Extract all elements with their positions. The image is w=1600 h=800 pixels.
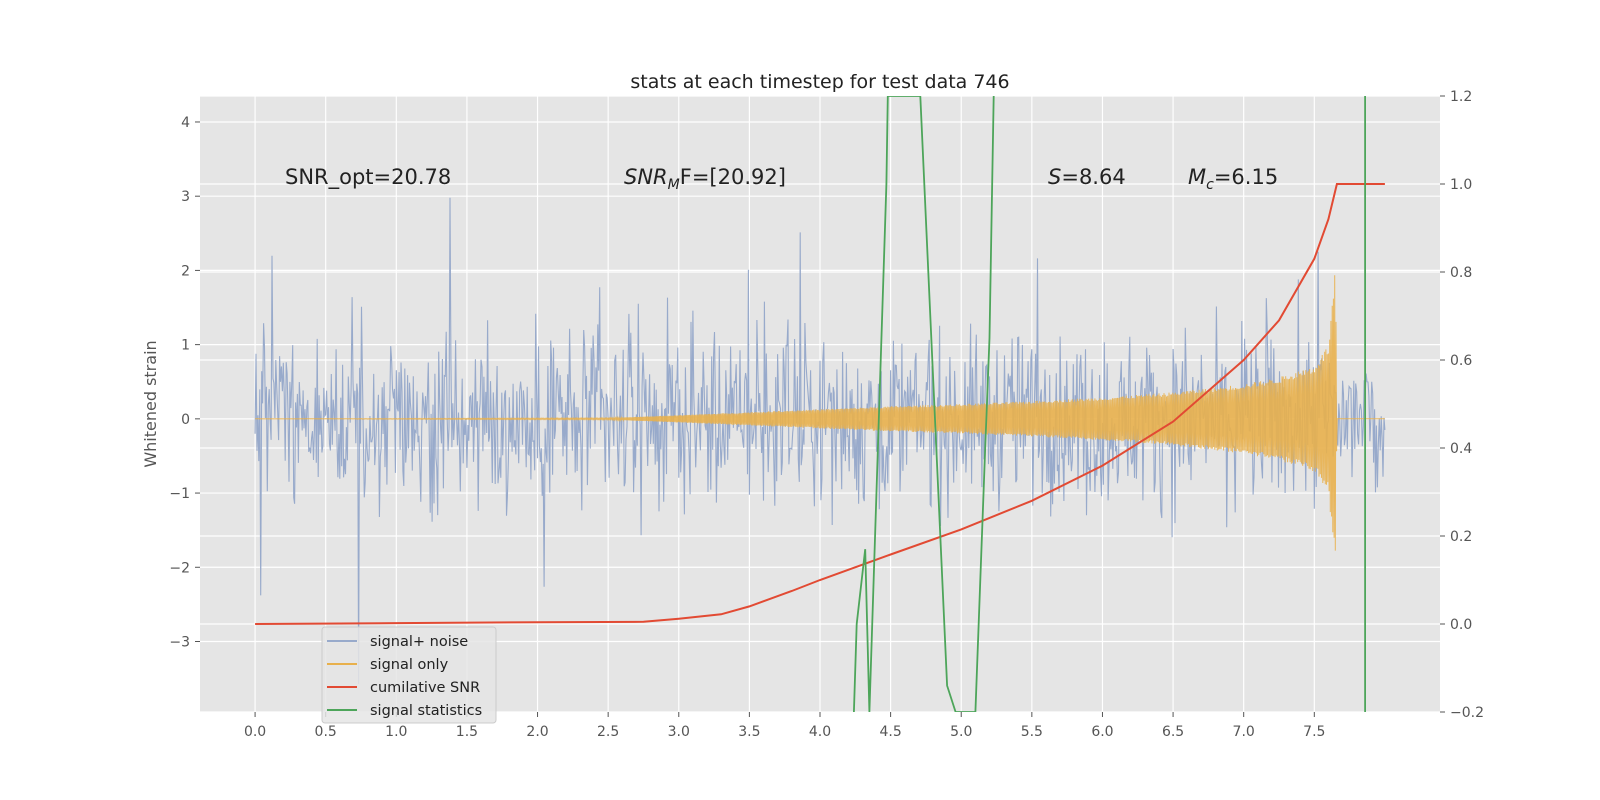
x-tick-label: 6.5 (1162, 724, 1184, 740)
annotation-snr-opt: SNR_opt=20.78 (285, 165, 451, 190)
series-signal-only-line (255, 275, 1385, 551)
series-signal-statistics-line (853, 96, 995, 712)
legend-label-cumulative-snr: cumilative SNR (370, 680, 480, 696)
x-tick-label: 2.0 (526, 724, 548, 740)
annotation-s-main: S (1048, 165, 1061, 189)
series-signal-only (255, 275, 1385, 551)
x-tick-label: 3.5 (738, 724, 760, 740)
legend-label-signal-only: signal only (370, 657, 449, 673)
x-tick-label: 3.0 (668, 724, 690, 740)
y-tick-label: −1 (169, 486, 190, 502)
x-tick-label: 4.5 (879, 724, 901, 740)
annotation-snr-mf-rest: F=[20.92] (680, 165, 786, 189)
legend-label-signal-noise: signal+ noise (370, 634, 468, 650)
y-axis-ticks: 4 3 2 1 0 −1 −2 −3 (169, 115, 200, 650)
y2-tick-label: −0.2 (1450, 705, 1484, 721)
legend-box (321, 626, 497, 724)
annotation-s: S=8.64 (1048, 165, 1126, 189)
y2-tick-label: 0.2 (1450, 529, 1472, 545)
annotation-mc-sub: c (1206, 177, 1214, 193)
y2-tick-label: 0.4 (1450, 441, 1472, 457)
y2-tick-label: 1.0 (1450, 177, 1472, 193)
x-axis-ticks: 0.0 0.5 1.0 1.5 2.0 2.5 3.0 3.5 4.0 4.5 5.0 5.5 6.0 6… (244, 712, 1325, 740)
annotation-mc-main: M (1188, 165, 1206, 189)
legend: signal+ noise signal only cumilative SNR… (321, 626, 497, 724)
annotation-snr-mf-sub: M (668, 177, 680, 193)
x-tick-label: 1.5 (456, 724, 478, 740)
y-tick-label: 3 (181, 189, 190, 205)
x-tick-label: 0.0 (244, 724, 266, 740)
annotation-mc: Mc=6.15 (1188, 165, 1278, 193)
y-tick-label: 1 (181, 338, 190, 354)
y2-tick-label: 0.0 (1450, 617, 1472, 633)
x-tick-label: 6.0 (1091, 724, 1113, 740)
x-tick-label: 4.0 (809, 724, 831, 740)
annotation-s-rest: =8.64 (1061, 165, 1125, 189)
annotation-snr-mf-main: SNR (624, 165, 668, 189)
x-tick-label: 5.5 (1021, 724, 1043, 740)
y-axis-label: Whitened strain (141, 340, 160, 467)
chart-title: stats at each timestep for test data 746 (630, 71, 1009, 93)
y2-tick-label: 0.8 (1450, 265, 1472, 281)
y2-tick-label: 0.6 (1450, 353, 1472, 369)
y-tick-label: 4 (181, 115, 190, 131)
y2-axis-ticks: 1.2 1.0 0.8 0.6 0.4 0.2 0.0 −0.2 (1440, 89, 1484, 721)
grid-y2 (200, 95, 1440, 713)
series-cumulative-snr-line (255, 183, 1385, 625)
y-tick-label: 0 (181, 412, 190, 428)
y-tick-label: −3 (169, 634, 190, 650)
x-tick-label: 7.0 (1233, 724, 1255, 740)
y-tick-label: 2 (181, 263, 190, 279)
x-tick-label: 7.5 (1303, 724, 1325, 740)
annotation-mc-rest: =6.15 (1214, 165, 1278, 189)
x-tick-label: 0.5 (315, 724, 337, 740)
y-tick-label: −2 (169, 560, 190, 576)
x-tick-label: 1.0 (385, 724, 407, 740)
y2-tick-label: 1.2 (1450, 89, 1472, 105)
x-tick-label: 5.0 (950, 724, 972, 740)
x-tick-label: 2.5 (597, 724, 619, 740)
annotation-snr-mf: SNRMF=[20.92] (624, 165, 786, 193)
legend-label-signal-statistics: signal statistics (370, 703, 482, 719)
